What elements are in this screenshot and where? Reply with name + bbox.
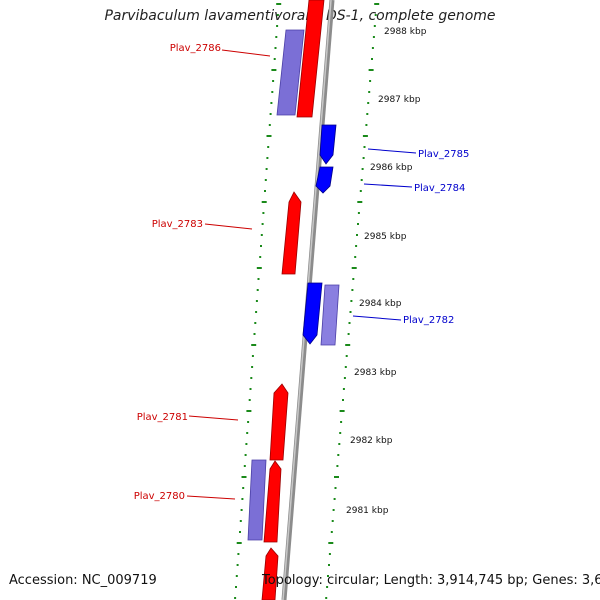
gene-plav-2786 <box>296 0 325 118</box>
scale-label: 2988 kbp <box>384 27 427 37</box>
scale-label: 2985 kbp <box>364 232 407 242</box>
gene-label-plav-2786: Plav_2786 <box>170 43 221 54</box>
accession-text: Accession: NC_009719 <box>9 573 157 588</box>
scale-label: 2982 kbp <box>350 436 393 446</box>
gene-label-plav-2782: Plav_2782 <box>403 315 454 326</box>
gene-plav-2780-light <box>247 459 267 541</box>
scale-label: 2981 kbp <box>346 506 389 516</box>
leader-plav-2782 <box>352 315 402 321</box>
scale-label: 2987 kbp <box>378 95 421 105</box>
gene-label-plav-2785: Plav_2785 <box>418 149 469 160</box>
diagram-title: Parvibaculum lavamentivorans DS-1, compl… <box>104 8 496 24</box>
topology-text: Topology: circular; Length: 3,914,745 bp… <box>262 573 600 588</box>
leader-plav-2785 <box>367 148 417 154</box>
scale-label: 2984 kbp <box>359 299 402 309</box>
gene-plav-2786-light <box>276 29 305 116</box>
leader-plav-2781 <box>188 415 239 421</box>
gene-plav-2782-light <box>320 284 340 346</box>
leader-plav-2780 <box>186 495 236 500</box>
left-tick-track <box>234 3 282 599</box>
gene-plav-2784 <box>315 166 334 194</box>
gene-label-plav-2783: Plav_2783 <box>152 219 203 230</box>
gene-label-plav-2780: Plav_2780 <box>134 491 185 502</box>
leader-plav-2783 <box>204 223 253 230</box>
right-tick-track <box>325 3 380 599</box>
scale-label: 2983 kbp <box>354 368 397 378</box>
gene-next-forward <box>261 547 279 600</box>
gene-plav-2781 <box>269 383 289 461</box>
gene-label-plav-2781: Plav_2781 <box>137 412 188 423</box>
scale-label: 2986 kbp <box>370 163 413 173</box>
gene-label-plav-2784: Plav_2784 <box>414 183 465 194</box>
gene-plav-2785 <box>319 124 337 165</box>
gene-plav-2782 <box>302 282 323 345</box>
leader-plav-2786 <box>221 49 271 57</box>
gene-plav-2780 <box>263 460 282 543</box>
gene-plav-2783 <box>281 191 302 275</box>
leader-plav-2784 <box>363 183 413 188</box>
